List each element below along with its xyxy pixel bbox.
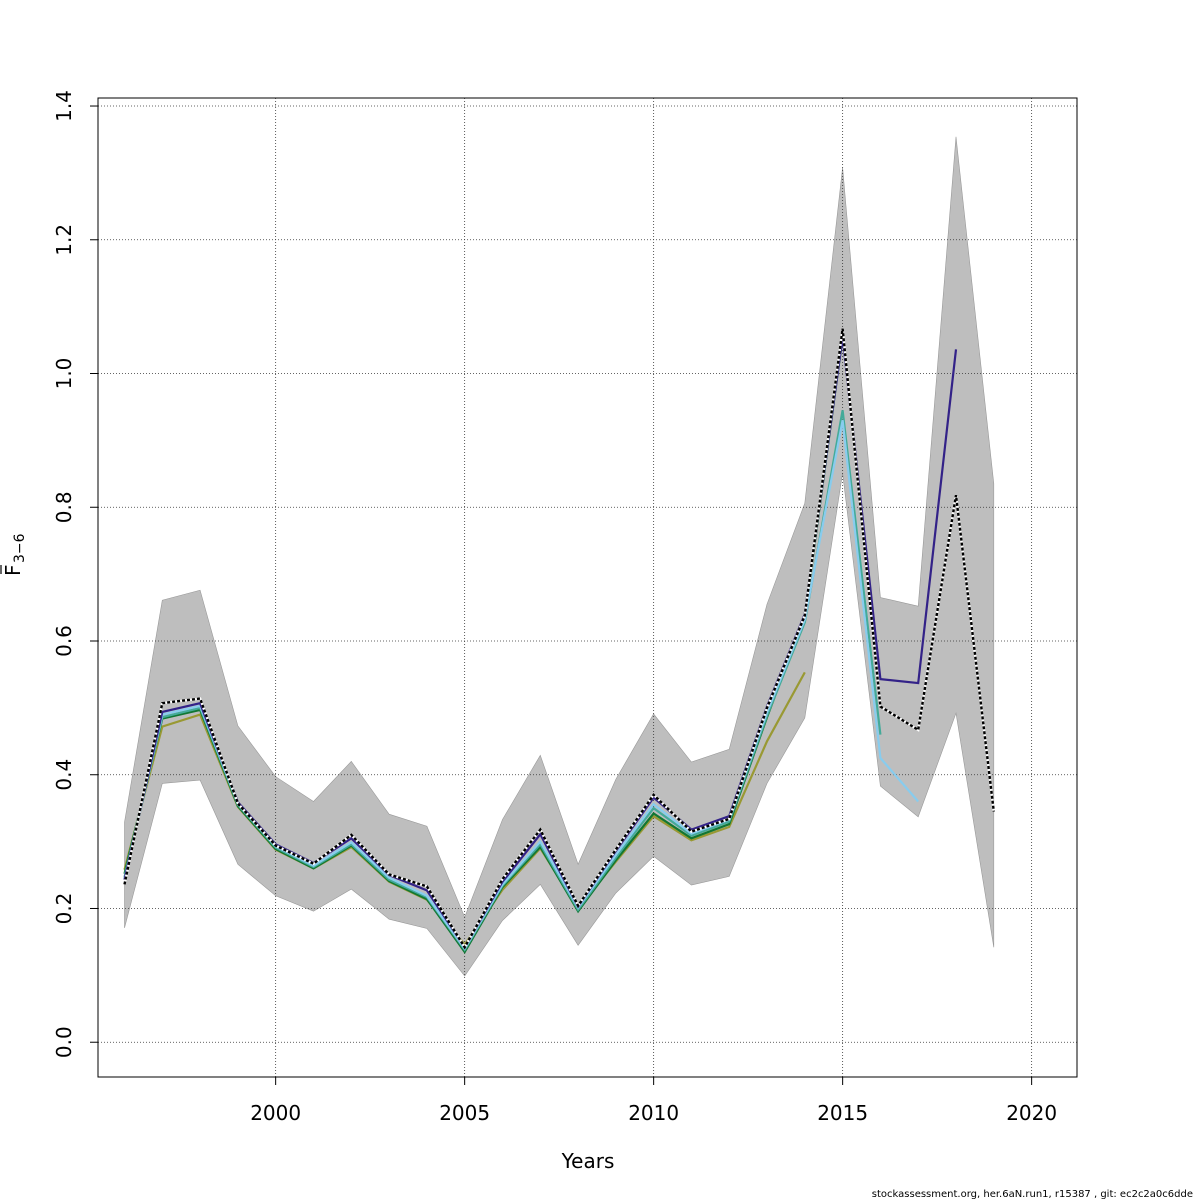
series-line-base-run: [123, 328, 995, 950]
x-tick-label: 2005: [439, 1101, 490, 1125]
x-tick-label: 2015: [817, 1101, 868, 1125]
y-axis-title-subscript: 3−6: [12, 533, 28, 563]
y-tick-label: 1.4: [52, 90, 76, 122]
y-tick-label: 0.2: [52, 893, 76, 925]
x-tick-label: 2010: [628, 1101, 679, 1125]
confidence-band: [124, 136, 995, 977]
x-tick-label: 2000: [250, 1101, 301, 1125]
confidence-band-layer: [124, 136, 995, 977]
y-axis-title: F 3−6: [0, 533, 28, 576]
footer-credit: stockassessment.org, her.6aN.run1, r1538…: [872, 1189, 1193, 1200]
y-tick-label: 0.8: [52, 491, 76, 523]
grid-layer: [98, 98, 1077, 1077]
plot-frame: [97, 97, 1078, 1078]
x-axis: 2000 2005 2010 2015 2020: [250, 1077, 1057, 1125]
x-tick-label: 2020: [1006, 1101, 1057, 1125]
y-tick-label: 0.4: [52, 759, 76, 791]
x-axis-title: Years: [561, 1149, 615, 1173]
y-axis-title-main: F: [1, 564, 25, 576]
y-tick-label: 1.0: [52, 358, 76, 390]
series-layer: [123, 328, 995, 955]
y-tick-label: 1.2: [52, 224, 76, 256]
y-tick-label: 0.0: [52, 1026, 76, 1058]
y-tick-label: 0.6: [52, 625, 76, 657]
y-axis: 0.0 0.2 0.4 0.6 0.8 1.0 1.2 1.4: [52, 90, 98, 1058]
